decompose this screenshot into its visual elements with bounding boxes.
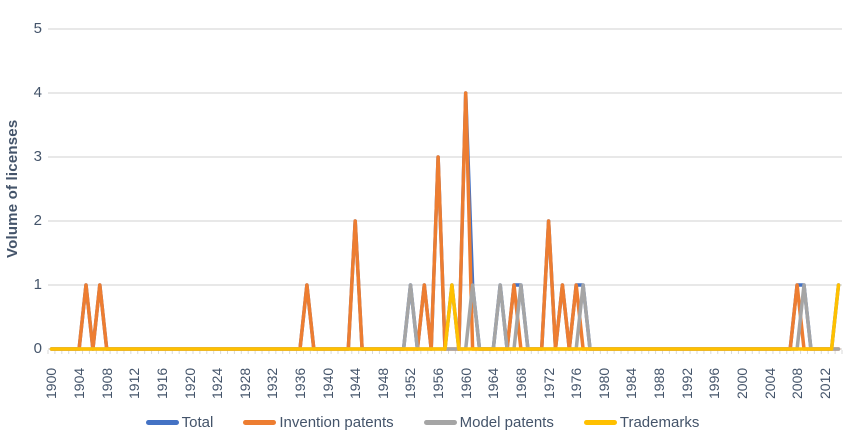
x-tick-label: 1900 [43,367,60,399]
x-tick-label: 1996 [706,367,723,399]
x-tick-label: 1988 [651,367,668,399]
x-tick-label: 1928 [236,367,253,399]
x-tick-label: 1908 [98,367,115,399]
x-tick-label: 1972 [540,367,557,399]
legend-swatch [423,419,457,425]
x-tick-label: 1984 [623,367,640,399]
y-tick-label: 0 [33,340,42,357]
x-tick-label: 1904 [71,367,88,399]
x-tick-label: 1948 [374,367,391,399]
legend-label: Trademarks [619,413,700,431]
legend-item-trademarks: Trademarks [583,413,700,431]
y-axis-title: Volume of licenses [4,119,21,259]
x-tick-label: 1992 [678,367,695,399]
x-tick-label: 1924 [209,367,226,399]
x-tick-label: 1920 [181,367,198,399]
x-tick-label: 2008 [789,367,806,399]
x-tick-label: 1944 [347,367,364,399]
x-tick-label: 1932 [264,367,281,399]
legend: Total Invention patents Model patents Trade… [0,408,845,436]
y-tick-label: 2 [33,212,42,229]
x-tick-label: 1956 [430,367,447,399]
series-line-trademarks [49,283,841,351]
legend-label: Model patents [459,413,554,431]
x-tick-label: 2000 [733,367,750,399]
legend-swatch [145,419,179,425]
legend-item-model-patents: Model patents [423,413,554,431]
x-tick-label: 1952 [402,367,419,399]
legend-label: Invention patents [279,413,394,431]
y-tick-label: 5 [33,20,42,37]
x-tick-label: 1964 [485,367,502,399]
plot-area [47,28,843,354]
y-tick-label: 3 [33,148,42,165]
y-tick-label: 1 [33,276,42,293]
x-tick-label: 1976 [568,367,585,399]
legend-swatch [583,419,617,425]
y-tick-label: 4 [33,84,42,101]
x-tick-label: 2012 [816,367,833,399]
x-tick-label: 1968 [512,367,529,399]
line-chart [47,28,843,354]
legend-label: Total [181,413,214,431]
x-tick-label: 1960 [457,367,474,399]
x-tick-label: 1912 [126,367,143,399]
x-tick-label: 1916 [153,367,170,399]
x-tick-label: 2004 [761,367,778,399]
legend-item-total: Total [145,413,214,431]
legend-swatch [243,419,277,425]
x-tick-label: 1980 [595,367,612,399]
x-tick-label: 1940 [319,367,336,399]
legend-item-invention-patents: Invention patents [243,413,394,431]
x-tick-label: 1936 [292,367,308,399]
